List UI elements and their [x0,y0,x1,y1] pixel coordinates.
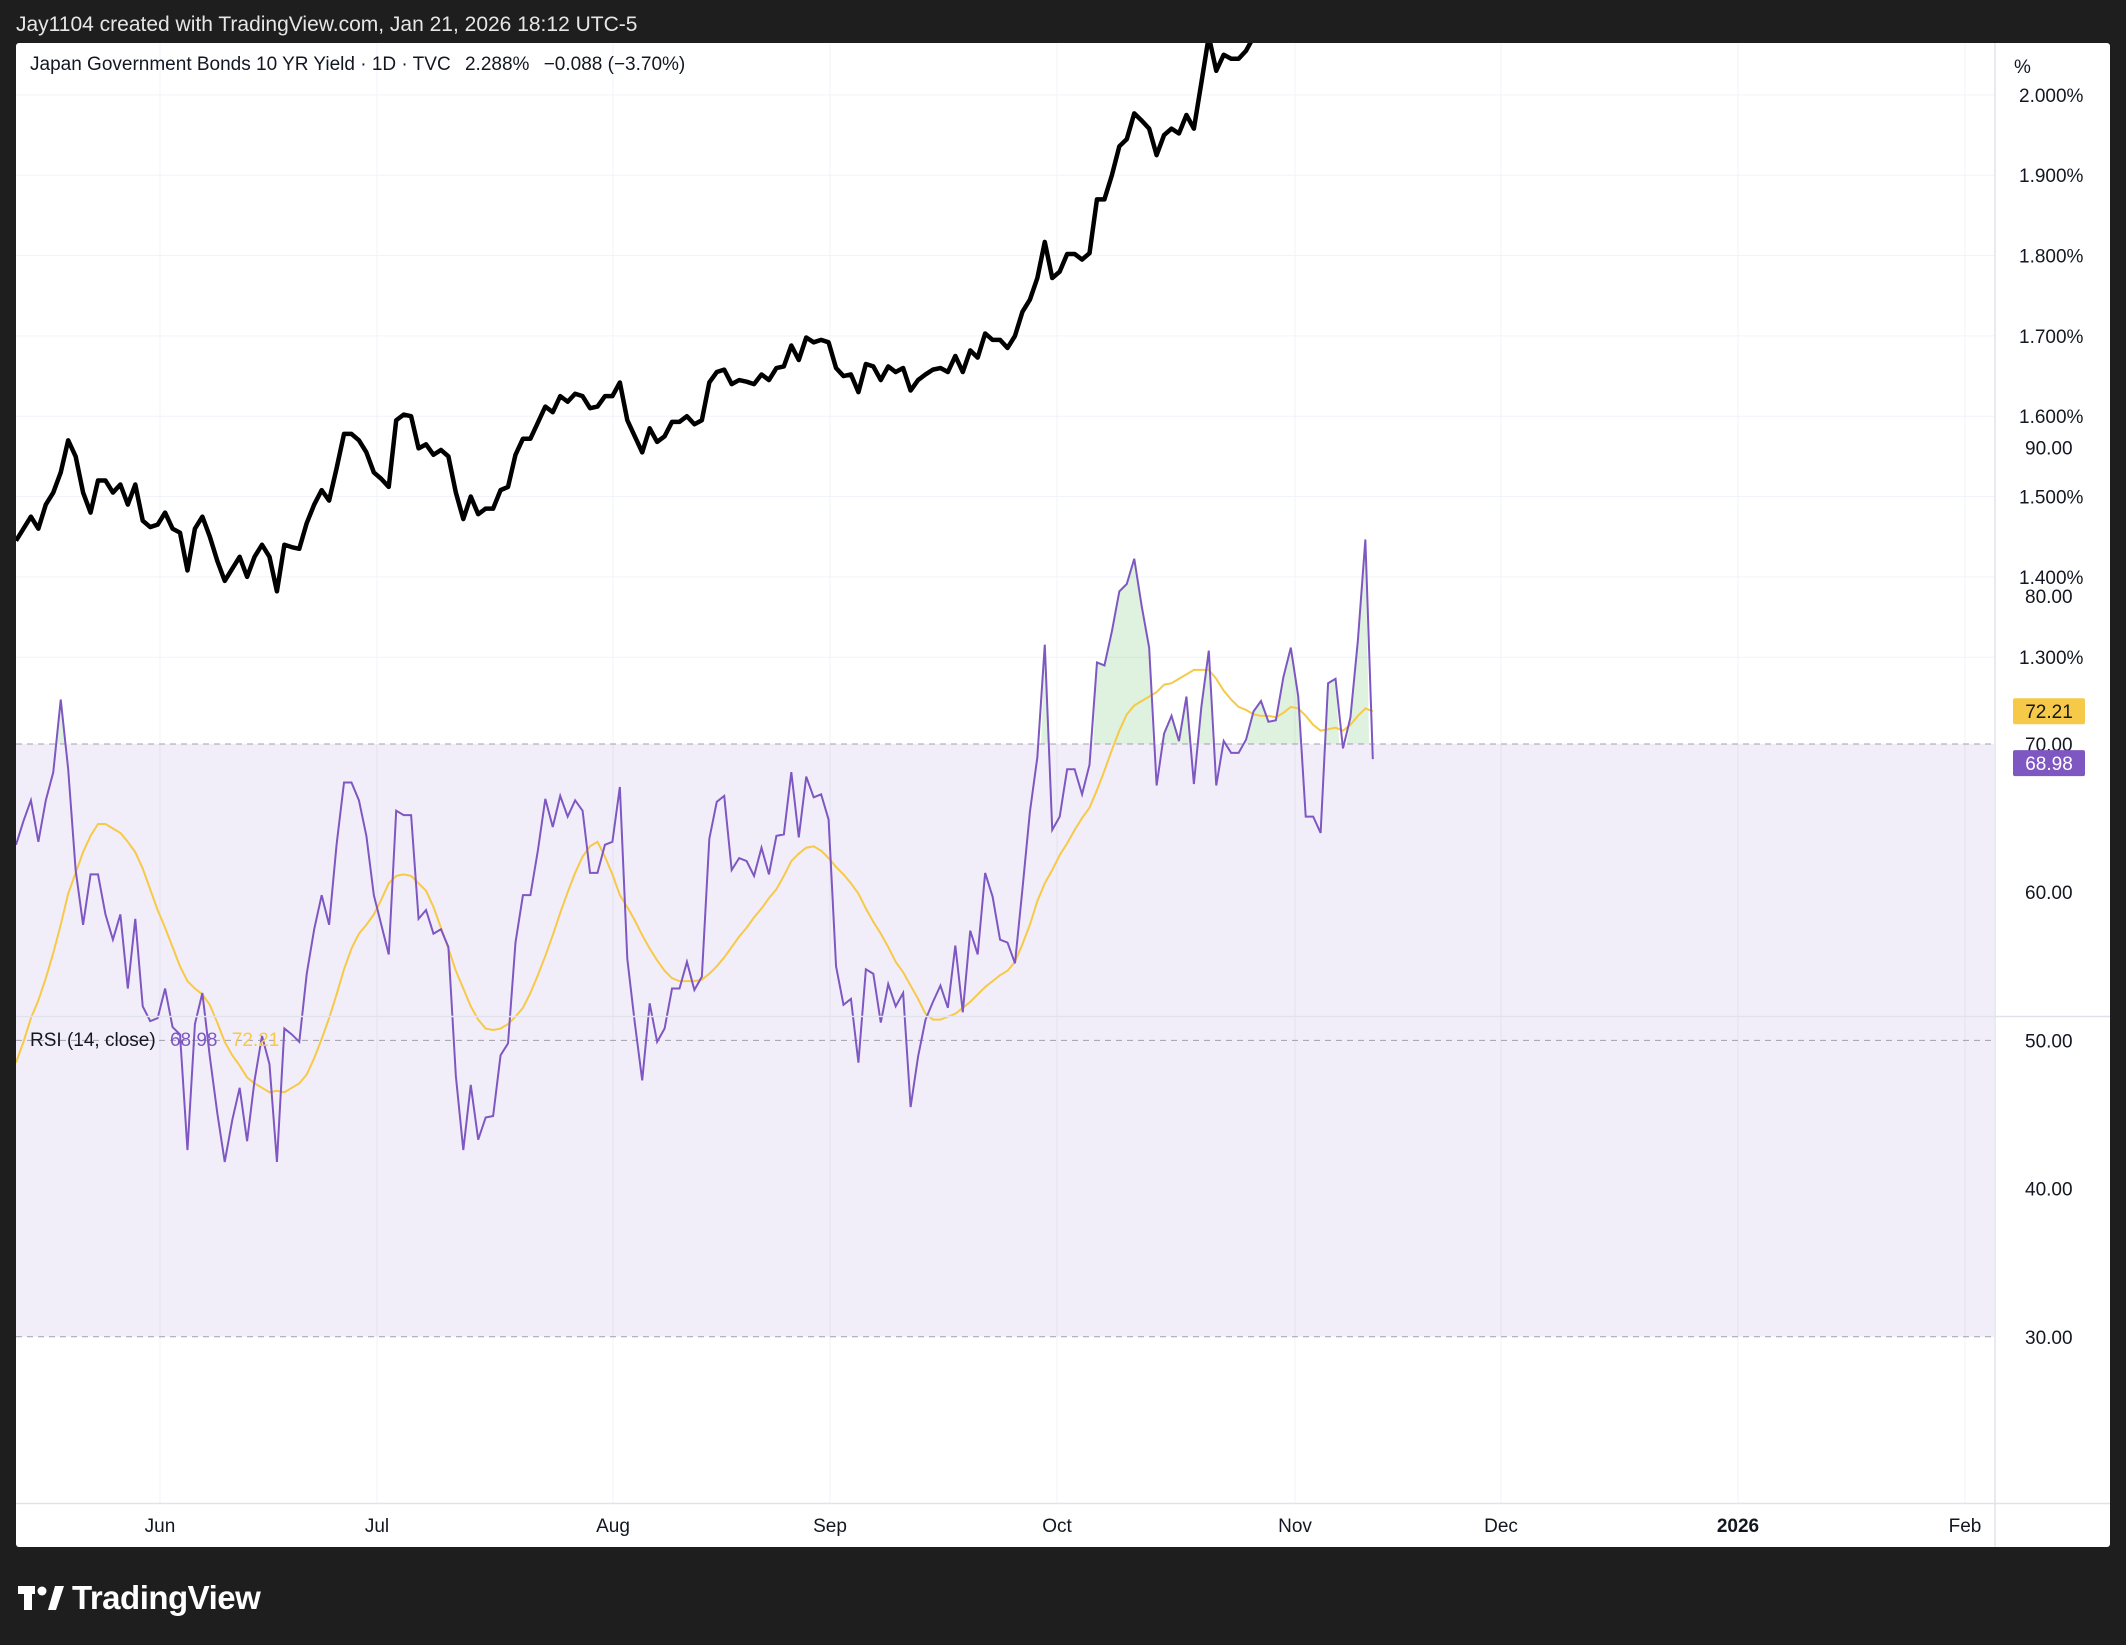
price-tick-label: 2.000% [2019,86,2084,107]
time-tick-label: Dec [1484,1516,1518,1537]
rsi-legend-ma-value: 72.21 [231,1030,280,1051]
rsi-ma-badge [2013,698,2085,725]
rsi-overbought-fill [1242,647,1302,744]
rsi-overbought-fill [1197,650,1213,744]
time-tick-label: Oct [1042,1516,1072,1537]
price-line [16,43,1253,594]
rsi-value-badge [2013,750,2085,777]
price-tick-label: 1.500% [2019,488,2084,509]
grid-lines [16,43,1994,1503]
main-legend[interactable]: Japan Government Bonds 10 YR Yield · 1D … [30,54,694,76]
rsi-tick-label: 80.00 [2025,587,2073,608]
rsi-band-background [16,744,1994,1337]
axis-label-group: 1.300% 1.400% 1.500% 1.600% 1.700% 1.800% 1.90… [145,86,2085,1537]
rsi-ma-badge-label: 72.21 [2025,702,2073,723]
price-tick-label: 1.600% [2019,407,2084,428]
rsi-tick-label: 60.00 [2025,883,2073,904]
time-tick-label: Sep [813,1516,847,1537]
attribution-text: Jay1104 created with TradingView.com, Ja… [16,13,638,36]
price-scale-unit[interactable]: % [2014,57,2031,78]
rsi-tick-label: 90.00 [2025,439,2073,460]
time-tick-label: 2026 [1717,1516,1759,1537]
chart-canvas[interactable]: 1.300% 1.400% 1.500% 1.600% 1.700% 1.800% 1.90… [16,43,2110,1547]
chart-frame[interactable]: 1.300% 1.400% 1.500% 1.600% 1.700% 1.800% 1.90… [16,43,2110,1547]
axes-group [16,43,2110,1547]
tradingview-logo-text: TradingView [72,1579,261,1616]
price-tick-label: 1.900% [2019,166,2084,187]
rsi-ma-line [16,668,1374,1094]
rsi-tick-label: 30.00 [2025,1328,2073,1349]
legend-last-value: 2.288% [464,54,530,75]
legend-symbol[interactable]: Japan Government Bonds 10 YR Yield · 1D … [30,54,451,75]
price-tick-label: 1.800% [2019,247,2084,268]
price-line-group [16,43,1253,594]
rsi-band-group [16,743,1994,1338]
price-tick-label: 1.300% [2019,648,2084,669]
rsi-line [16,539,1374,1163]
time-tick-label: Jun [145,1516,176,1537]
legend-change: −0.088 (−3.70%) [543,54,686,75]
tradingview-logo-icon [18,1586,64,1610]
rsi-overbought-fill-group [57,539,1370,744]
rsi-overbought-fill [57,699,65,744]
price-tick-label: 1.700% [2019,327,2084,348]
time-tick-label: Jul [365,1516,389,1537]
tradingview-logo[interactable]: TradingView [18,1578,261,1618]
rsi-value-badge-label: 68.98 [2025,754,2073,775]
rsi-tick-label: 40.00 [2025,1180,2073,1201]
rsi-tick-label: 50.00 [2025,1031,2073,1052]
rsi-overbought-fill [1160,696,1191,744]
rsi-overbought-fill [1041,644,1049,744]
time-tick-label: Aug [596,1516,630,1537]
time-tick-label: Feb [1949,1516,1982,1537]
rsi-legend-value: 68.98 [169,1030,218,1051]
rsi-legend[interactable]: RSI (14, close) 68.98 72.21 [30,1030,288,1052]
rsi-ma-group [16,668,1374,1094]
rsi-line-group [16,539,1374,1163]
rsi-overbought-fill [1093,558,1153,744]
price-tick-label: 1.400% [2019,568,2084,589]
time-tick-label: Nov [1278,1516,1312,1537]
rsi-legend-label[interactable]: RSI (14, close) [30,1030,156,1051]
